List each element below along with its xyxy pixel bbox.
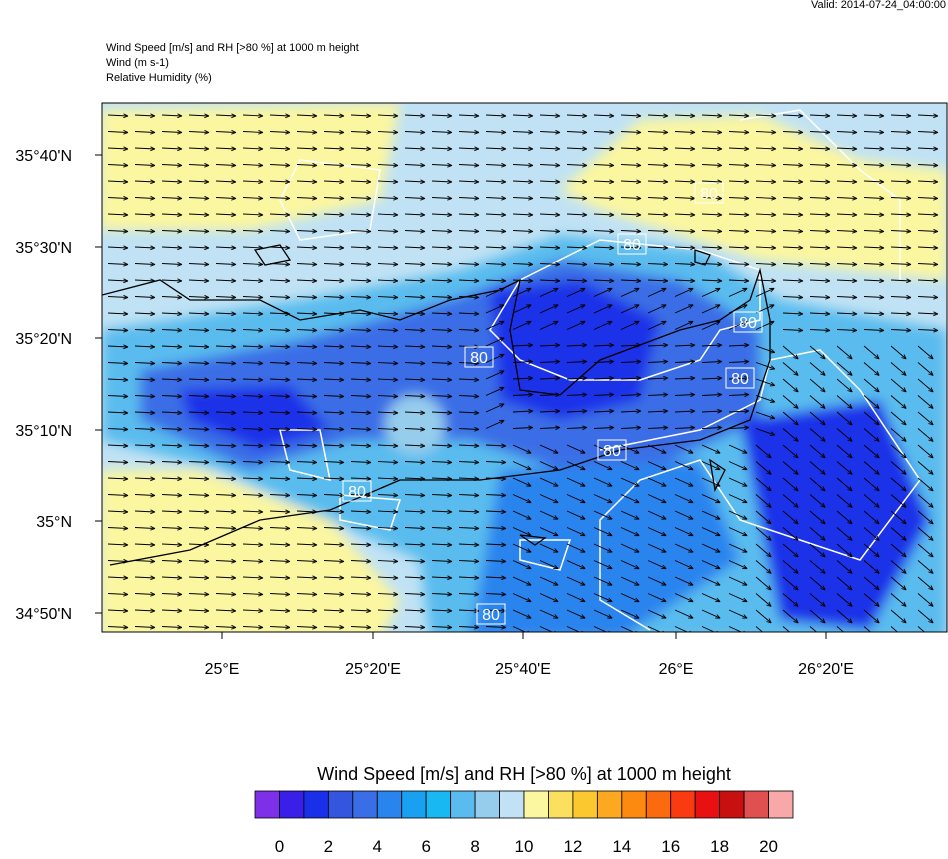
header-line: Relative Humidity (%) (106, 72, 212, 84)
coastline (102, 244, 771, 566)
lat-label: 35°30'N (15, 240, 72, 257)
colorbar-box (474, 790, 500, 819)
colorbar-title: Wind Speed [m/s] and RH [>80 %] at 1000 … (317, 764, 731, 784)
contour-label-box (597, 439, 627, 461)
contour-label-box (725, 367, 755, 389)
lon-label: 25°20'E (345, 661, 401, 678)
axis-ticks: 35°40'N 35°30'N 35°20'N 35°10'N 35°N 34°50'N 2… (15, 148, 853, 678)
rh-contours (279, 109, 921, 631)
colorbar-label: 6 (421, 837, 430, 854)
contour-label: 80 (482, 607, 500, 624)
colorbar-box (719, 790, 745, 819)
colorbar: 0 2 4 6 8 10 12 14 16 18 20 (254, 790, 794, 856)
colorbar-box (327, 790, 354, 819)
contour-label: 80 (348, 484, 366, 501)
contour-label-box (617, 233, 647, 255)
colorbar-label: 14 (612, 837, 631, 854)
colorbar-box (499, 790, 525, 819)
colorbar-label: 4 (373, 837, 382, 854)
contour-label: 80 (623, 237, 641, 254)
contour-label: 80 (731, 371, 749, 388)
colorbar-box (645, 790, 672, 819)
colorbar-box (596, 790, 623, 819)
colorbar-box (425, 790, 452, 819)
contour-label-box (694, 182, 724, 204)
arrow-field (107, 113, 939, 632)
colorbar-box (670, 790, 696, 819)
lon-label: 25°40'E (495, 661, 551, 678)
contour-label: 80 (603, 443, 621, 460)
colorbar-label: 10 (515, 837, 534, 854)
colorbar-box (523, 790, 549, 819)
colorbar-box (254, 790, 280, 819)
valid-time: Valid: 2014-07-24_04:00:00 (811, 0, 946, 11)
colorbar-box (768, 790, 794, 819)
colorbar-box (279, 790, 305, 819)
colorbar-box (376, 790, 403, 819)
lat-label: 35°20'N (15, 331, 72, 348)
contour-label: 80 (739, 315, 757, 332)
wind-arrows (107, 113, 939, 632)
contour-label: 80 (700, 186, 718, 203)
map-frame (101, 102, 948, 633)
colorbar-box (572, 790, 598, 819)
contour-label-box (476, 603, 506, 625)
colorbar-box (303, 790, 329, 819)
contour-label-box (733, 311, 763, 333)
lon-label: 25°E (205, 661, 240, 678)
colorbar-box (743, 790, 769, 819)
shading (102, 103, 947, 632)
colorbar-box (548, 790, 574, 819)
colorbar-label: 20 (759, 837, 778, 854)
lat-label: 35°10'N (15, 423, 72, 440)
header-line: Wind Speed [m/s] and RH [>80 %] at 1000 … (106, 42, 359, 54)
colorbar-label: 0 (275, 837, 284, 854)
colorbar-label: 18 (710, 837, 729, 854)
lat-label: 35°N (36, 514, 72, 531)
colorbar-box (694, 790, 721, 819)
colorbar-label: 16 (661, 837, 680, 854)
colorbar-label: 8 (470, 837, 479, 854)
header-line: Wind (m s-1) (106, 57, 169, 69)
contour-label: 80 (470, 350, 488, 367)
colorbar-box (401, 790, 427, 819)
contour-label-box (342, 480, 372, 502)
lat-label: 35°40'N (15, 148, 72, 165)
lon-label: 26°20'E (798, 661, 854, 678)
colorbar-label: 2 (324, 837, 333, 854)
colorbar-box (352, 790, 378, 819)
colorbar-box (450, 790, 476, 819)
colorbar-label: 12 (563, 837, 582, 854)
map-field (102, 103, 947, 632)
contour-label-box (464, 346, 494, 368)
lon-label: 26°E (659, 661, 694, 678)
colorbar-box (621, 790, 647, 819)
lat-label: 34°50'N (15, 606, 72, 623)
